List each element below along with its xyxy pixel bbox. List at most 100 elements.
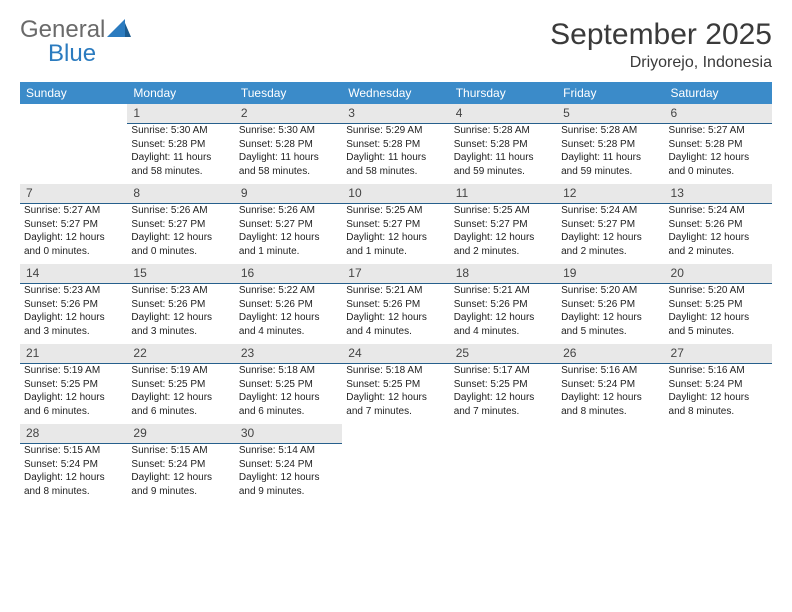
day-number-cell: 26 [557,344,664,364]
day-info-cell: Sunrise: 5:28 AMSunset: 5:28 PMDaylight:… [450,124,557,185]
day-ss: Sunset: 5:27 PM [454,219,553,232]
day-info-cell: Sunrise: 5:22 AMSunset: 5:26 PMDaylight:… [235,284,342,345]
day-number: 14 [26,266,39,280]
day-info-cell [20,124,127,185]
day-ss: Sunset: 5:25 PM [669,299,768,312]
day-d1: Daylight: 12 hours [561,392,660,405]
day-sr: Sunrise: 5:23 AM [24,285,123,298]
day-number-cell: 15 [127,264,234,284]
day-info-cell: Sunrise: 5:14 AMSunset: 5:24 PMDaylight:… [235,444,342,505]
day-number-cell: 10 [342,184,449,204]
day-number-cell: 19 [557,264,664,284]
day-sr: Sunrise: 5:25 AM [346,205,445,218]
day-info-cell: Sunrise: 5:15 AMSunset: 5:24 PMDaylight:… [20,444,127,505]
day-number: 18 [456,266,469,280]
day-number-cell [665,424,772,444]
day-info-row: Sunrise: 5:23 AMSunset: 5:26 PMDaylight:… [20,284,772,345]
day-number: 29 [133,426,146,440]
day-d1: Daylight: 12 hours [346,232,445,245]
day-ss: Sunset: 5:24 PM [131,459,230,472]
day-number: 17 [348,266,361,280]
day-d1: Daylight: 12 hours [669,392,768,405]
header: General Blue September 2025 Driyorejo, I… [20,18,772,72]
day-info-cell [450,444,557,505]
day-number-cell: 11 [450,184,557,204]
day-number: 15 [133,266,146,280]
day-number-cell [450,424,557,444]
day-info-cell: Sunrise: 5:20 AMSunset: 5:25 PMDaylight:… [665,284,772,345]
day-number-cell: 28 [20,424,127,444]
day-sr: Sunrise: 5:23 AM [131,285,230,298]
day-d2: and 6 minutes. [239,406,338,419]
day-number: 11 [456,186,468,200]
day-number-cell: 1 [127,104,234,124]
day-d2: and 1 minute. [346,246,445,259]
day-info-cell: Sunrise: 5:16 AMSunset: 5:24 PMDaylight:… [557,364,664,425]
day-info-cell: Sunrise: 5:18 AMSunset: 5:25 PMDaylight:… [235,364,342,425]
day-number: 12 [563,186,576,200]
day-info-cell: Sunrise: 5:24 AMSunset: 5:27 PMDaylight:… [557,204,664,265]
day-sr: Sunrise: 5:21 AM [454,285,553,298]
day-number-cell: 14 [20,264,127,284]
day-d2: and 2 minutes. [669,246,768,259]
day-d2: and 0 minutes. [24,246,123,259]
day-info-cell: Sunrise: 5:19 AMSunset: 5:25 PMDaylight:… [20,364,127,425]
day-d1: Daylight: 12 hours [131,392,230,405]
day-number: 4 [456,106,463,120]
day-d1: Daylight: 12 hours [669,232,768,245]
day-d1: Daylight: 12 hours [454,232,553,245]
day-ss: Sunset: 5:25 PM [346,379,445,392]
day-number-cell: 17 [342,264,449,284]
day-d1: Daylight: 12 hours [454,312,553,325]
day-info-row: Sunrise: 5:27 AMSunset: 5:27 PMDaylight:… [20,204,772,265]
day-ss: Sunset: 5:26 PM [669,219,768,232]
calendar-table: Sunday Monday Tuesday Wednesday Thursday… [20,82,772,504]
day-d2: and 9 minutes. [239,486,338,499]
day-number: 1 [133,106,140,120]
day-d2: and 59 minutes. [561,166,660,179]
day-number-cell: 20 [665,264,772,284]
day-d1: Daylight: 12 hours [239,392,338,405]
day-number-cell: 18 [450,264,557,284]
day-sr: Sunrise: 5:29 AM [346,125,445,138]
day-number-cell: 30 [235,424,342,444]
day-info-cell: Sunrise: 5:20 AMSunset: 5:26 PMDaylight:… [557,284,664,345]
day-sr: Sunrise: 5:17 AM [454,365,553,378]
day-d2: and 5 minutes. [669,326,768,339]
day-info-cell: Sunrise: 5:19 AMSunset: 5:25 PMDaylight:… [127,364,234,425]
day-info-cell: Sunrise: 5:23 AMSunset: 5:26 PMDaylight:… [127,284,234,345]
day-info-cell: Sunrise: 5:25 AMSunset: 5:27 PMDaylight:… [342,204,449,265]
day-ss: Sunset: 5:28 PM [669,139,768,152]
day-d1: Daylight: 11 hours [131,152,230,165]
day-sr: Sunrise: 5:28 AM [454,125,553,138]
day-info-cell: Sunrise: 5:16 AMSunset: 5:24 PMDaylight:… [665,364,772,425]
day-d1: Daylight: 12 hours [239,312,338,325]
day-d2: and 3 minutes. [131,326,230,339]
page-title: September 2025 [550,18,772,52]
day-number-cell: 29 [127,424,234,444]
day-info-cell: Sunrise: 5:17 AMSunset: 5:25 PMDaylight:… [450,364,557,425]
day-number-row: 78910111213 [20,184,772,204]
day-number-cell: 7 [20,184,127,204]
day-info-row: Sunrise: 5:15 AMSunset: 5:24 PMDaylight:… [20,444,772,505]
day-ss: Sunset: 5:26 PM [239,299,338,312]
day-number-row: 21222324252627 [20,344,772,364]
day-info-cell: Sunrise: 5:27 AMSunset: 5:28 PMDaylight:… [665,124,772,185]
day-number-cell: 23 [235,344,342,364]
day-d2: and 58 minutes. [131,166,230,179]
day-ss: Sunset: 5:26 PM [24,299,123,312]
day-sr: Sunrise: 5:24 AM [561,205,660,218]
day-ss: Sunset: 5:24 PM [239,459,338,472]
weekday-header: Friday [557,82,664,104]
day-sr: Sunrise: 5:16 AM [561,365,660,378]
day-ss: Sunset: 5:28 PM [454,139,553,152]
day-number: 23 [241,346,254,360]
day-number-cell: 6 [665,104,772,124]
day-number-cell: 22 [127,344,234,364]
day-d2: and 9 minutes. [131,486,230,499]
day-d2: and 4 minutes. [239,326,338,339]
day-d2: and 8 minutes. [669,406,768,419]
day-ss: Sunset: 5:27 PM [131,219,230,232]
day-info-cell [342,444,449,505]
day-number: 8 [133,186,140,200]
